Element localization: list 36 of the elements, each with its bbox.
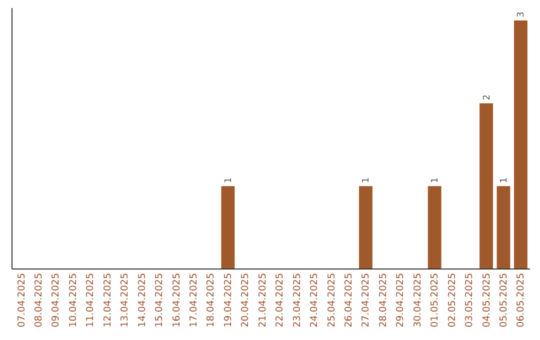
x-tick-label: 23.04.2025: [292, 273, 303, 328]
x-tick-label: 10.04.2025: [68, 273, 79, 328]
x-tick-label: 07.04.2025: [16, 273, 28, 328]
x-tick-label: 04.05.2025: [481, 273, 492, 328]
x-tick-label: 14.04.2025: [136, 273, 148, 328]
x-tick-label: 11.04.2025: [85, 273, 96, 328]
x-tick-label: 22.04.2025: [274, 273, 286, 328]
x-tick-label: 13.04.2025: [120, 273, 131, 328]
x-tick-label: 08.04.2025: [34, 273, 45, 328]
x-tick-label: 01.05.2025: [430, 273, 441, 328]
x-tick-label: 27.04.2025: [360, 273, 372, 328]
x-tick-label: 28.04.2025: [378, 273, 389, 328]
data-label: 1: [224, 177, 234, 184]
x-tick-label: 09.04.2025: [50, 273, 62, 328]
x-tick-label: 03.05.2025: [464, 273, 476, 328]
x-tick-label: 12.04.2025: [102, 273, 114, 328]
data-label: 2: [482, 94, 492, 100]
x-tick-label: 29.04.2025: [395, 273, 406, 328]
x-tick-label: 06.05.2025: [516, 273, 527, 328]
x-tick-label: 16.04.2025: [171, 273, 182, 328]
x-tick-label: 05.05.2025: [498, 273, 510, 328]
x-tick-label: 25.04.2025: [326, 273, 338, 328]
x-tick-label: 18.04.2025: [206, 273, 217, 328]
x-tick-label: 24.04.2025: [309, 273, 320, 328]
data-label: 1: [499, 177, 510, 184]
data-label: 3: [516, 12, 527, 18]
x-tick-label: 02.05.2025: [446, 273, 458, 328]
x-tick-label: 30.04.2025: [412, 273, 424, 328]
x-tick-label: 20.04.2025: [240, 273, 252, 328]
data-label: 1: [362, 177, 372, 184]
x-tick-label: 26.04.2025: [343, 273, 354, 328]
x-tick-label: 21.04.2025: [257, 273, 268, 328]
x-tick-label: 17.04.2025: [188, 273, 200, 328]
data-label: 1: [430, 177, 441, 184]
x-tick-label: 15.04.2025: [154, 273, 166, 328]
x-tick-label: 19.04.2025: [222, 273, 234, 328]
